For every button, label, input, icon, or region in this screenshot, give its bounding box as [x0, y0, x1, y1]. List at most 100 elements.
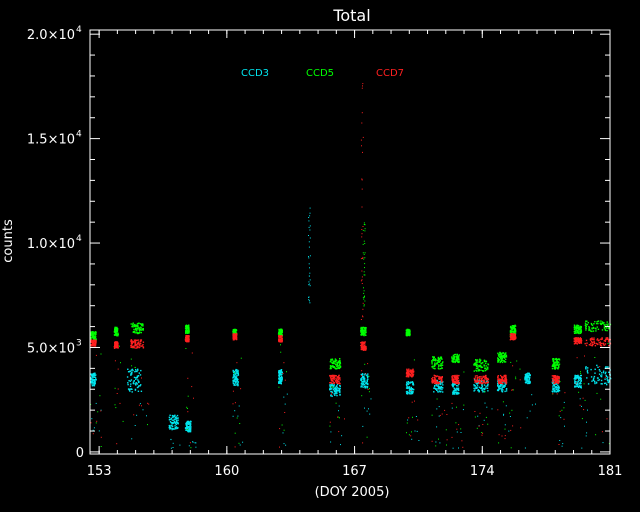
data-point [367, 389, 369, 390]
data-point [93, 338, 96, 341]
data-point [332, 386, 334, 388]
data-point [480, 382, 483, 384]
data-point [235, 333, 238, 335]
data-point [575, 329, 577, 331]
data-point [281, 375, 283, 378]
data-point [115, 346, 117, 349]
data-point [92, 429, 94, 431]
data-point [91, 336, 94, 338]
data-point [441, 362, 444, 364]
data-point [361, 327, 363, 329]
data-point [440, 358, 442, 360]
data-point [366, 375, 369, 377]
data-point [336, 379, 339, 382]
data-point [234, 328, 236, 331]
data-point [333, 390, 336, 392]
data-point [330, 393, 332, 395]
data-point [456, 378, 458, 381]
data-point [580, 331, 582, 334]
data-point [454, 389, 456, 392]
x-tick-label: 174 [470, 464, 495, 479]
data-point [457, 388, 459, 391]
data-point [173, 416, 175, 418]
data-point [510, 361, 512, 363]
data-point [409, 393, 411, 395]
data-point [485, 376, 487, 379]
data-point [336, 367, 338, 370]
data-point [553, 364, 555, 366]
data-point [362, 348, 364, 351]
data-point [365, 346, 367, 348]
data-point [535, 403, 536, 405]
data-point [592, 379, 594, 381]
data-point [435, 445, 437, 447]
data-point [561, 445, 563, 447]
data-point [433, 356, 435, 358]
data-point [524, 378, 526, 380]
data-point [173, 428, 175, 430]
data-point [309, 207, 311, 209]
data-point [282, 373, 284, 374]
chart-title: Total [332, 6, 370, 25]
data-point [409, 330, 411, 332]
data-point [136, 330, 138, 332]
data-point [591, 345, 593, 347]
data-point [552, 385, 554, 387]
data-point [510, 336, 513, 338]
data-point [360, 319, 362, 320]
data-point [436, 359, 439, 362]
data-point [483, 364, 485, 366]
data-point [554, 366, 556, 368]
data-point [233, 336, 235, 338]
data-point [601, 383, 603, 385]
data-point [136, 331, 138, 334]
data-point [136, 376, 139, 379]
data-point [575, 332, 577, 334]
data-point [335, 379, 337, 381]
data-point [235, 332, 237, 334]
data-point [577, 340, 580, 342]
data-point [595, 330, 597, 332]
data-point [497, 385, 499, 387]
data-point [578, 376, 581, 378]
data-point [362, 326, 365, 329]
data-point [339, 365, 342, 367]
data-point [364, 257, 366, 259]
data-point [410, 371, 412, 373]
data-point [482, 370, 484, 372]
data-point [480, 387, 483, 390]
data-point [308, 299, 310, 301]
data-point [338, 381, 340, 383]
data-point [309, 267, 310, 269]
data-point [364, 252, 366, 254]
data-point [406, 383, 408, 385]
data-point [169, 424, 171, 427]
data-point [451, 358, 453, 360]
data-point [279, 380, 282, 382]
data-point [147, 424, 148, 426]
data-point [360, 258, 362, 260]
data-point [236, 380, 238, 382]
data-point [553, 382, 555, 385]
data-point [440, 385, 442, 388]
data-point [514, 328, 517, 330]
data-point [575, 337, 578, 339]
data-point [500, 359, 503, 361]
data-point [585, 367, 587, 369]
data-point [333, 379, 335, 381]
data-point [232, 337, 234, 339]
data-point [408, 386, 410, 388]
data-point [432, 356, 434, 358]
data-point [185, 340, 187, 342]
data-point [607, 366, 609, 368]
data-point [409, 334, 411, 337]
data-point [138, 330, 141, 332]
data-point [555, 381, 558, 383]
data-point [431, 378, 433, 380]
data-point [280, 336, 282, 338]
data-point [334, 360, 336, 363]
data-point [406, 369, 409, 372]
data-point [308, 246, 310, 248]
data-point [280, 340, 282, 343]
data-point [406, 381, 408, 383]
